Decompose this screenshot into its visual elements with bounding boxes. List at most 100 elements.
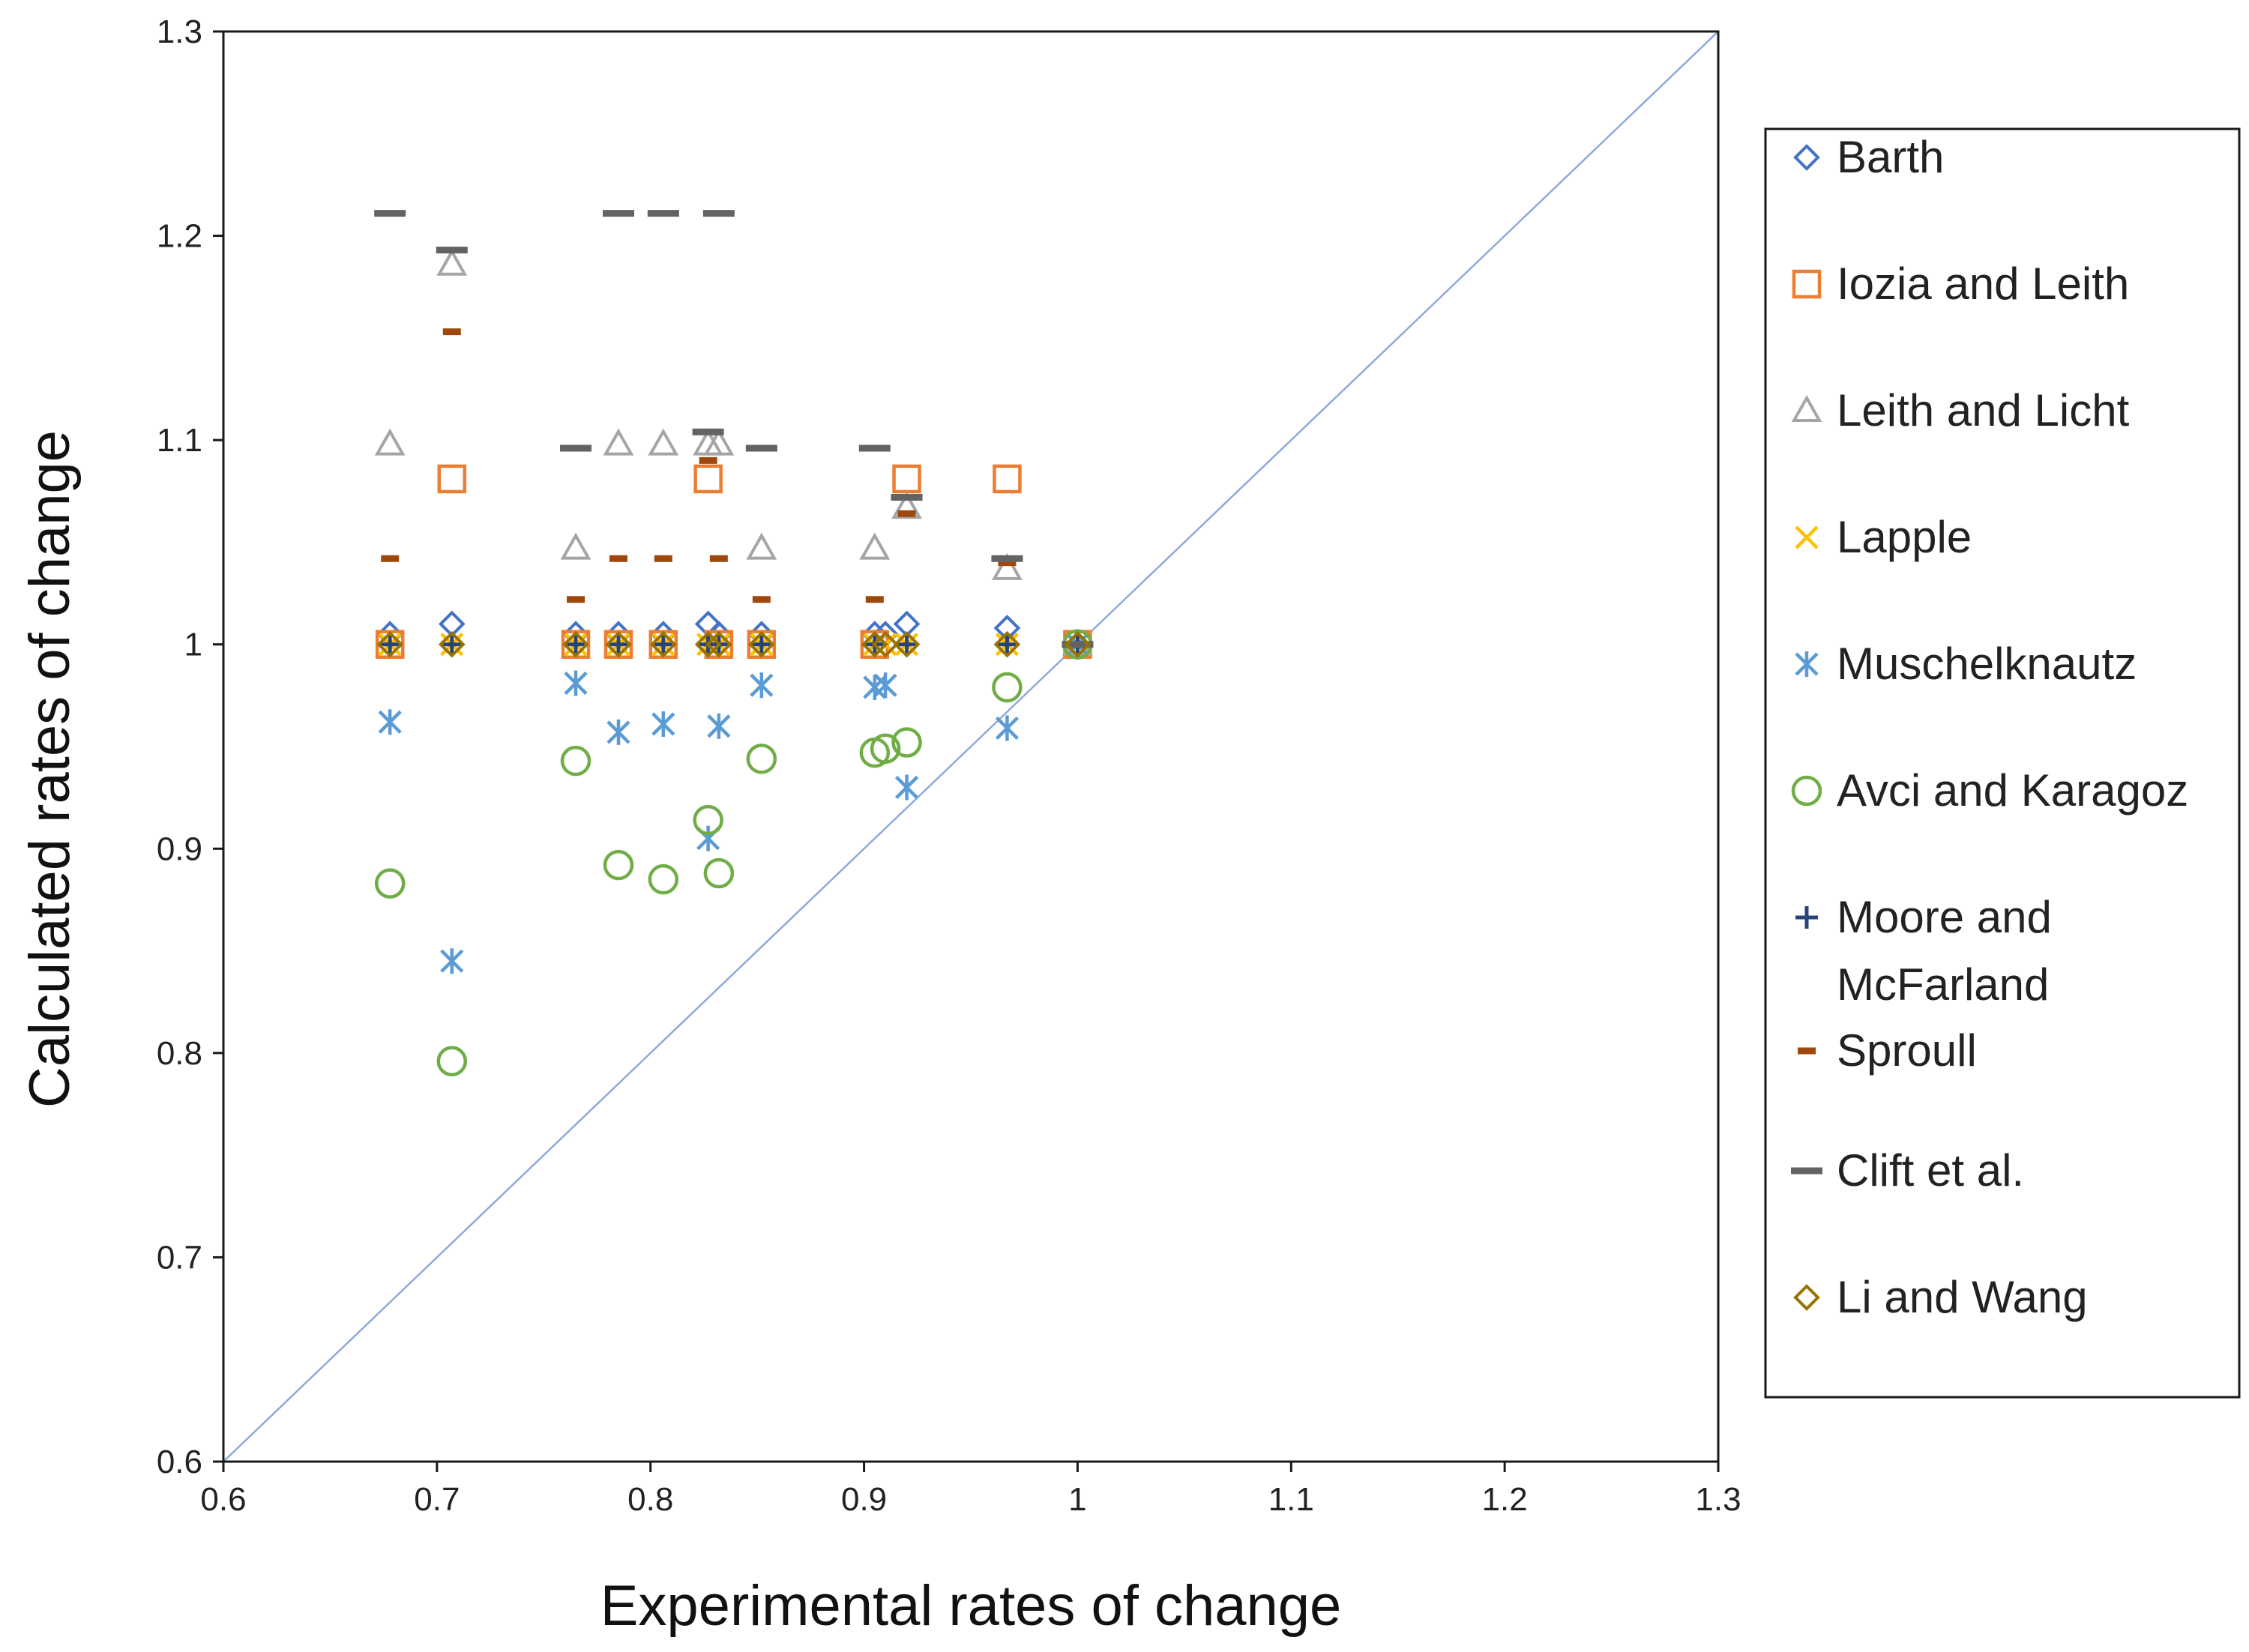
legend-marker-asterisk-icon xyxy=(1795,651,1819,677)
legend-label: Avci and Karagoz xyxy=(1837,765,2188,816)
data-point xyxy=(606,633,630,656)
marker-shape xyxy=(746,532,777,560)
marker-shape xyxy=(891,492,922,519)
data-point xyxy=(703,857,735,889)
legend-item-barth: Barth xyxy=(1793,132,1944,182)
marker-shape xyxy=(703,428,735,456)
data-point xyxy=(560,745,591,777)
y-tick-label: 1.1 xyxy=(157,422,202,459)
legend-label: Lapple xyxy=(1837,512,1972,562)
marker-shape xyxy=(1791,394,1822,422)
marker-shape xyxy=(870,733,901,764)
x-axis-title: Experimental rates of change xyxy=(600,1574,1342,1638)
legend-label: Barth xyxy=(1837,132,1944,182)
data-point xyxy=(648,428,679,456)
marker-shape xyxy=(648,863,679,895)
y-tick-label: 1 xyxy=(184,627,202,663)
legend-label: Li and Wang xyxy=(1837,1272,2088,1322)
data-point xyxy=(378,709,402,735)
data-point xyxy=(992,672,1023,703)
y-tick-label: 1.3 xyxy=(157,13,202,50)
data-point xyxy=(564,670,588,696)
data-point xyxy=(995,715,1020,741)
y-tick-label: 1.2 xyxy=(157,218,202,255)
data-point xyxy=(437,464,467,494)
data-point xyxy=(873,672,897,699)
data-point xyxy=(693,464,723,494)
plot-area xyxy=(223,31,1719,1462)
marker-shape xyxy=(436,1046,468,1077)
marker-shape xyxy=(1793,144,1820,171)
marker-shape xyxy=(693,804,723,836)
x-tick-label: 1.3 xyxy=(1695,1481,1741,1518)
data-point xyxy=(562,630,589,658)
x-tick-label: 0.7 xyxy=(414,1481,460,1518)
legend-item-lapple: Lapple xyxy=(1795,512,1972,562)
marker-shape xyxy=(893,630,921,658)
x-tick-label: 1.2 xyxy=(1482,1481,1528,1518)
data-point xyxy=(893,630,921,658)
legend-label: Moore and xyxy=(1837,892,2052,942)
data-point xyxy=(436,248,468,276)
legend-item-leith-and-licht: Leith and Licht xyxy=(1791,385,2130,435)
marker-shape xyxy=(892,464,921,494)
marker-shape xyxy=(991,552,1023,580)
legend-item-clift-et-al: Clift et al. xyxy=(1791,1145,2024,1196)
marker-shape xyxy=(649,630,677,658)
data-point xyxy=(892,464,921,494)
data-point xyxy=(894,774,919,801)
series-muschelknautz xyxy=(378,631,1090,974)
x-tick-label: 0.6 xyxy=(200,1481,246,1518)
marker-shape xyxy=(748,630,775,658)
marker-shape xyxy=(605,630,632,658)
marker-shape xyxy=(1792,269,1822,299)
y-tick-label: 0.8 xyxy=(157,1035,202,1072)
data-point xyxy=(440,633,463,656)
x-tick-label: 1.1 xyxy=(1268,1481,1314,1518)
data-point xyxy=(750,672,774,699)
reference-line-y-equals-x xyxy=(223,31,1719,1462)
marker-shape xyxy=(1793,1284,1820,1311)
x-tick-label: 0.9 xyxy=(841,1481,887,1518)
legend-marker-diamond-icon xyxy=(1793,1284,1820,1311)
marker-shape xyxy=(891,727,922,758)
marker-shape xyxy=(746,744,777,774)
marker-shape xyxy=(436,248,468,276)
marker-shape xyxy=(374,868,406,899)
marker-shape xyxy=(603,849,634,881)
marker-shape xyxy=(993,464,1022,494)
y-tick-label: 0.6 xyxy=(157,1444,202,1480)
legend-item-li-and-wang: Li and Wang xyxy=(1793,1272,2088,1322)
marker-shape xyxy=(861,630,888,658)
plot-frame xyxy=(222,30,1720,1463)
legend-marker-circle-icon xyxy=(1791,775,1822,807)
legend-item-avci-and-karagoz: Avci and Karagoz xyxy=(1791,765,2188,816)
legend-item-moore-and-mcfarland: Moore and McFarland xyxy=(1795,892,2052,1010)
marker-shape xyxy=(560,745,591,777)
legend-label: Iozia and Leith xyxy=(1837,259,2129,309)
legend-marker-diamond-icon xyxy=(1793,144,1820,171)
marker-shape xyxy=(1791,775,1822,807)
data-point xyxy=(603,428,634,456)
marker-shape xyxy=(648,428,679,456)
marker-shape xyxy=(437,464,467,494)
y-tick-label: 0.7 xyxy=(157,1239,202,1276)
legend-label: Leith and Licht xyxy=(1837,385,2130,435)
legend-marker-square-icon xyxy=(1792,269,1822,299)
data-point xyxy=(705,630,732,658)
data-point xyxy=(1064,630,1092,658)
data-point xyxy=(693,804,723,836)
data-point xyxy=(891,492,922,519)
legend-marker-plus-icon xyxy=(1795,906,1818,929)
marker-shape xyxy=(703,857,735,889)
x-tick-label: 0.8 xyxy=(627,1481,673,1518)
data-point xyxy=(376,630,404,658)
legend-marker-x-icon xyxy=(1795,525,1819,549)
data-point xyxy=(993,464,1022,494)
data-point xyxy=(438,630,466,658)
data-point xyxy=(895,633,918,656)
data-point xyxy=(648,863,679,895)
data-point xyxy=(872,630,899,658)
legend-marker-triangle-icon xyxy=(1791,394,1822,422)
